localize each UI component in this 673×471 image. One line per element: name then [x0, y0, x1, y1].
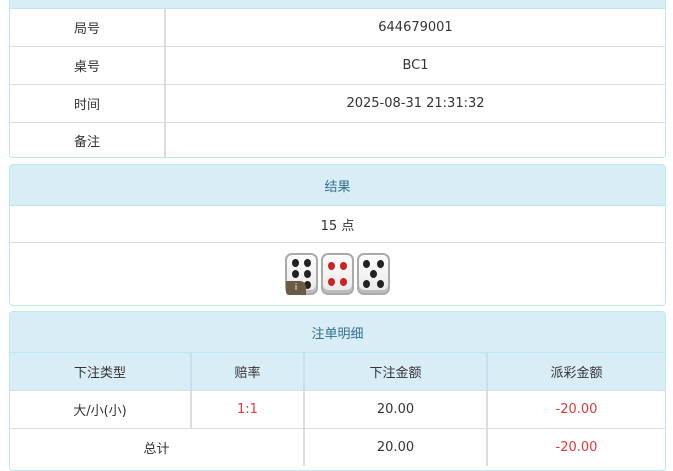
die-5	[357, 253, 390, 295]
total-payout: -20.00	[487, 427, 665, 466]
die-pip	[339, 277, 347, 286]
info-table: 局号 644679001 桌号 BC1 时间 2025-08-31 21:31:32 …	[10, 9, 665, 157]
dice-group: i	[285, 253, 390, 295]
table-row: 备注	[10, 121, 665, 157]
table-row: 桌号 BC1	[10, 45, 665, 84]
bets-table: 下注类型 赔率 下注金额 派彩金额 大/小(小) 1:1 20.00 -20.0…	[10, 353, 665, 466]
time-label: 时间	[10, 83, 166, 122]
odds: 1:1	[191, 389, 305, 428]
header-bet-type: 下注类型	[10, 353, 192, 390]
die-pip	[303, 270, 311, 278]
info-panel: 局号 644679001 桌号 BC1 时间 2025-08-31 21:31:32 …	[9, 0, 666, 158]
die-pip	[292, 270, 300, 278]
bets-title: 注单明细	[10, 312, 665, 353]
header-bet-amount: 下注金额	[304, 353, 488, 390]
round-label: 局号	[10, 9, 166, 46]
total-label: 总计	[10, 427, 305, 466]
die-pip	[292, 259, 300, 268]
result-points: 15 点	[10, 206, 665, 243]
round-value: 644679001	[378, 19, 453, 35]
result-panel: 结果 15 点 i	[9, 164, 666, 306]
total-row: 总计 20.00 -20.00	[10, 427, 665, 466]
table-row: 局号 644679001	[10, 9, 665, 46]
total-amount: 20.00	[304, 427, 488, 466]
die-pip	[303, 259, 311, 268]
time-value: 2025-08-31 21:31:32	[165, 83, 665, 122]
table-header-row: 下注类型 赔率 下注金额 派彩金额	[10, 353, 665, 390]
die-6: i	[285, 253, 318, 295]
bet-amount: 20.00	[304, 389, 488, 428]
die-pip	[328, 262, 336, 271]
die-pip	[363, 260, 371, 269]
die-pip	[370, 270, 377, 278]
note-value	[165, 121, 665, 157]
info-panel-header	[10, 0, 665, 9]
table-label: 桌号	[10, 45, 166, 84]
table-row: 时间 2025-08-31 21:31:32	[10, 83, 665, 122]
die-pip	[328, 277, 336, 286]
note-label: 备注	[10, 121, 166, 157]
bets-panel: 注单明细 下注类型 赔率 下注金额 派彩金额 大/小(小) 1:1 20.00 …	[9, 311, 666, 471]
header-payout: 派彩金额	[487, 353, 665, 390]
die-pip	[376, 260, 384, 269]
header-odds: 赔率	[191, 353, 305, 390]
bet-type: 大/小(小)	[10, 389, 192, 428]
result-title: 结果	[10, 165, 665, 206]
die-4	[321, 253, 354, 295]
table-value: BC1	[165, 45, 665, 84]
table-row: 大/小(小) 1:1 20.00 -20.00	[10, 389, 665, 428]
die-pip	[303, 280, 311, 289]
payout: -20.00	[487, 389, 665, 428]
die-pip	[339, 262, 347, 271]
info-badge-icon[interactable]: i	[286, 281, 306, 295]
die-pip	[376, 279, 384, 288]
die-pip	[363, 279, 371, 288]
